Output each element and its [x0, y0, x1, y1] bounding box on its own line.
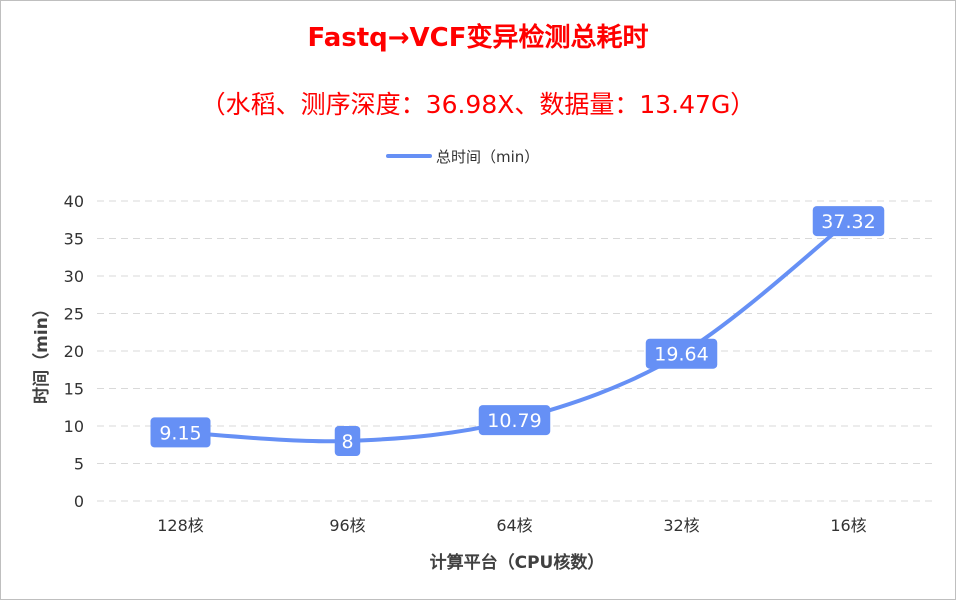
y-tick-label: 10	[64, 417, 84, 436]
x-axis-label: 计算平台（CPU核数）	[430, 552, 605, 573]
y-tick-label: 30	[64, 267, 84, 286]
data-point	[678, 350, 685, 357]
y-tick-label: 35	[64, 230, 84, 249]
y-tick-label: 5	[74, 455, 84, 474]
data-point	[511, 417, 518, 424]
data-point	[344, 438, 351, 444]
x-axis-ticks: 128核 96核 64核 32核 16核	[157, 516, 866, 535]
y-tick-label: 15	[64, 380, 84, 399]
y-tick-label: 40	[64, 192, 84, 211]
data-label: 9.15	[159, 422, 201, 444]
x-tick-label: 16核	[830, 516, 866, 535]
x-tick-label: 96核	[329, 516, 365, 535]
x-tick-label: 128核	[157, 516, 204, 535]
y-axis-ticks: 0 5 10 15 20 25 30 35 40	[64, 192, 84, 511]
data-label: 8	[341, 431, 353, 453]
legend: 总时间（min）	[386, 148, 539, 166]
chart-title: Fastq→VCF变异检测总耗时	[307, 22, 648, 53]
data-point	[845, 218, 852, 225]
legend-label: 总时间（min）	[436, 148, 539, 166]
y-axis-label: 时间（min）	[31, 300, 52, 404]
data-point	[177, 429, 184, 436]
data-labels: 9.15 8 10.79 19.64 37.32	[150, 206, 885, 456]
data-label: 37.32	[821, 211, 875, 233]
data-label: 10.79	[487, 410, 541, 432]
x-tick-label: 32核	[663, 516, 699, 535]
x-tick-label: 64核	[496, 516, 532, 535]
gridlines	[97, 200, 932, 502]
chart-subtitle: （水稻、测序深度：36.98X、数据量：13.47G）	[201, 90, 756, 119]
data-label: 19.64	[654, 344, 708, 366]
y-tick-label: 20	[64, 342, 84, 361]
y-tick-label: 25	[64, 305, 84, 324]
y-tick-label: 0	[74, 492, 84, 511]
